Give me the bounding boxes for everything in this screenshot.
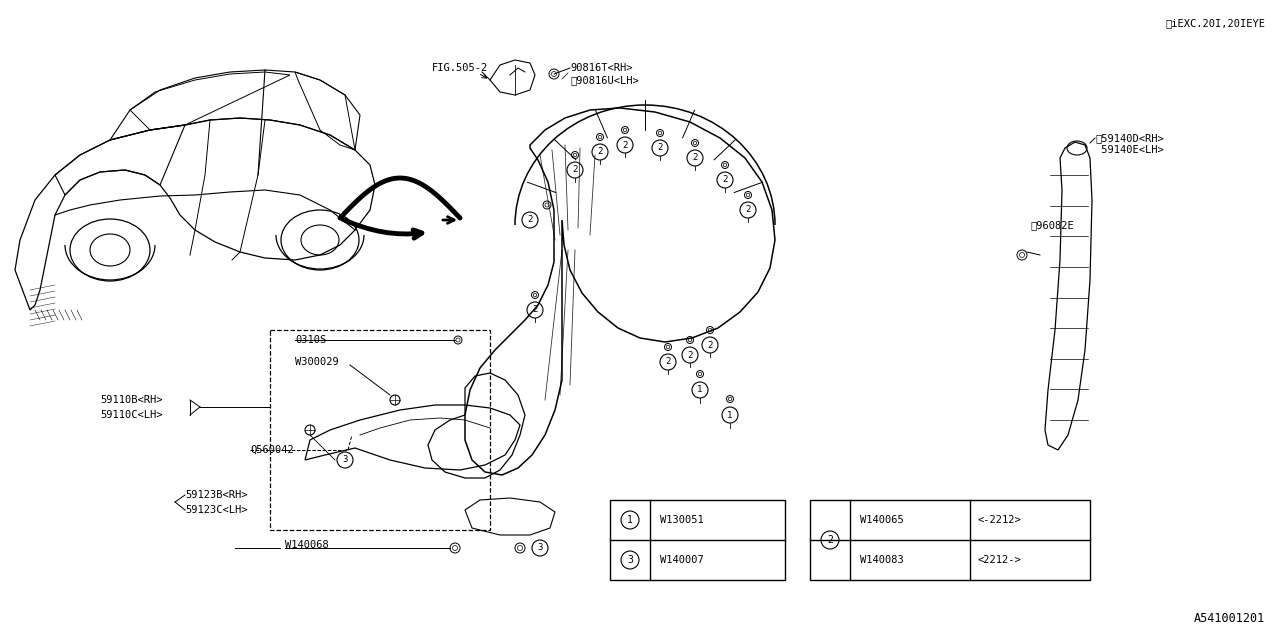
Text: 0310S: 0310S <box>294 335 326 345</box>
Text: W130051: W130051 <box>660 515 704 525</box>
Text: 59123C<LH>: 59123C<LH> <box>186 505 247 515</box>
Text: 2: 2 <box>572 166 577 175</box>
Text: W140007: W140007 <box>660 555 704 565</box>
Text: ※59140D<RH>: ※59140D<RH> <box>1094 133 1164 143</box>
Text: 2: 2 <box>687 351 692 360</box>
Text: 2: 2 <box>708 340 713 349</box>
Text: 2: 2 <box>745 205 750 214</box>
Text: W300029: W300029 <box>294 357 339 367</box>
Text: 3: 3 <box>342 456 348 465</box>
Text: W140083: W140083 <box>860 555 904 565</box>
Text: Q560042: Q560042 <box>250 445 293 455</box>
Text: A541001201: A541001201 <box>1194 612 1265 625</box>
Text: 2: 2 <box>622 141 627 150</box>
Text: FIG.505-2: FIG.505-2 <box>433 63 488 73</box>
Text: 1: 1 <box>627 515 632 525</box>
Text: 2: 2 <box>827 535 833 545</box>
Text: ※iEXC.20I,20IEYE: ※iEXC.20I,20IEYE <box>1165 18 1265 28</box>
Text: 2: 2 <box>722 175 728 184</box>
Text: <-2212>: <-2212> <box>978 515 1021 525</box>
Text: <2212->: <2212-> <box>978 555 1021 565</box>
Text: 2: 2 <box>666 358 671 367</box>
Text: W140065: W140065 <box>860 515 904 525</box>
Text: 59123B<RH>: 59123B<RH> <box>186 490 247 500</box>
Text: 2: 2 <box>532 305 538 314</box>
Text: 2: 2 <box>658 143 663 152</box>
Text: 2: 2 <box>598 147 603 157</box>
Text: W140068: W140068 <box>285 540 329 550</box>
Text: ※90816U<LH>: ※90816U<LH> <box>570 75 639 85</box>
Text: ※96082E: ※96082E <box>1030 220 1074 230</box>
Text: 3: 3 <box>538 543 543 552</box>
Text: 90816T<RH>: 90816T<RH> <box>570 63 632 73</box>
Text: 1: 1 <box>727 410 732 419</box>
Text: 2: 2 <box>692 154 698 163</box>
Text: 2: 2 <box>527 216 532 225</box>
Text: 59140E<LH>: 59140E<LH> <box>1094 145 1164 155</box>
Text: 59110C<LH>: 59110C<LH> <box>100 410 163 420</box>
Text: 1: 1 <box>698 385 703 394</box>
Text: 3: 3 <box>627 555 632 565</box>
Text: 59110B<RH>: 59110B<RH> <box>100 395 163 405</box>
